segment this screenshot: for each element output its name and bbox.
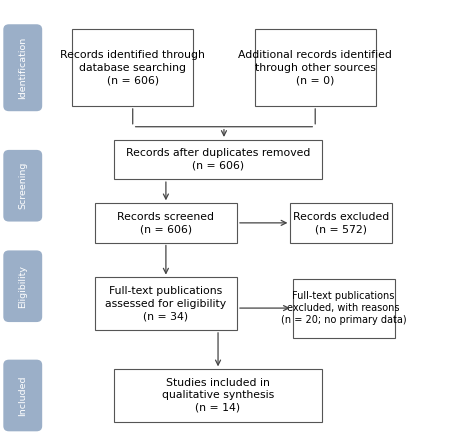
FancyBboxPatch shape [3, 150, 42, 222]
Text: Screening: Screening [18, 162, 27, 209]
FancyBboxPatch shape [255, 30, 375, 106]
Text: Records excluded
(n = 572): Records excluded (n = 572) [293, 212, 390, 234]
Text: Studies included in
qualitative synthesis
(n = 14): Studies included in qualitative synthesi… [162, 378, 274, 413]
FancyBboxPatch shape [290, 203, 392, 243]
FancyBboxPatch shape [3, 24, 42, 111]
FancyBboxPatch shape [95, 277, 237, 330]
FancyBboxPatch shape [114, 369, 322, 422]
Text: Additional records identified
through other sources
(n = 0): Additional records identified through ot… [238, 50, 392, 85]
FancyBboxPatch shape [3, 250, 42, 322]
Text: Identification: Identification [18, 37, 27, 99]
FancyBboxPatch shape [114, 140, 322, 179]
Text: Records screened
(n = 606): Records screened (n = 606) [118, 212, 214, 234]
Text: Records identified through
database searching
(n = 606): Records identified through database sear… [60, 50, 205, 85]
Text: Records after duplicates removed
(n = 606): Records after duplicates removed (n = 60… [126, 148, 310, 171]
FancyBboxPatch shape [292, 279, 394, 337]
Text: Full-text publications
assessed for eligibility
(n = 34): Full-text publications assessed for elig… [105, 286, 227, 321]
Text: Included: Included [18, 375, 27, 416]
Text: Eligibility: Eligibility [18, 265, 27, 308]
Text: Full-text publications
excluded, with reasons
(n = 20; no primary data): Full-text publications excluded, with re… [281, 291, 407, 326]
FancyBboxPatch shape [95, 203, 237, 243]
FancyBboxPatch shape [72, 30, 193, 106]
FancyBboxPatch shape [3, 360, 42, 431]
